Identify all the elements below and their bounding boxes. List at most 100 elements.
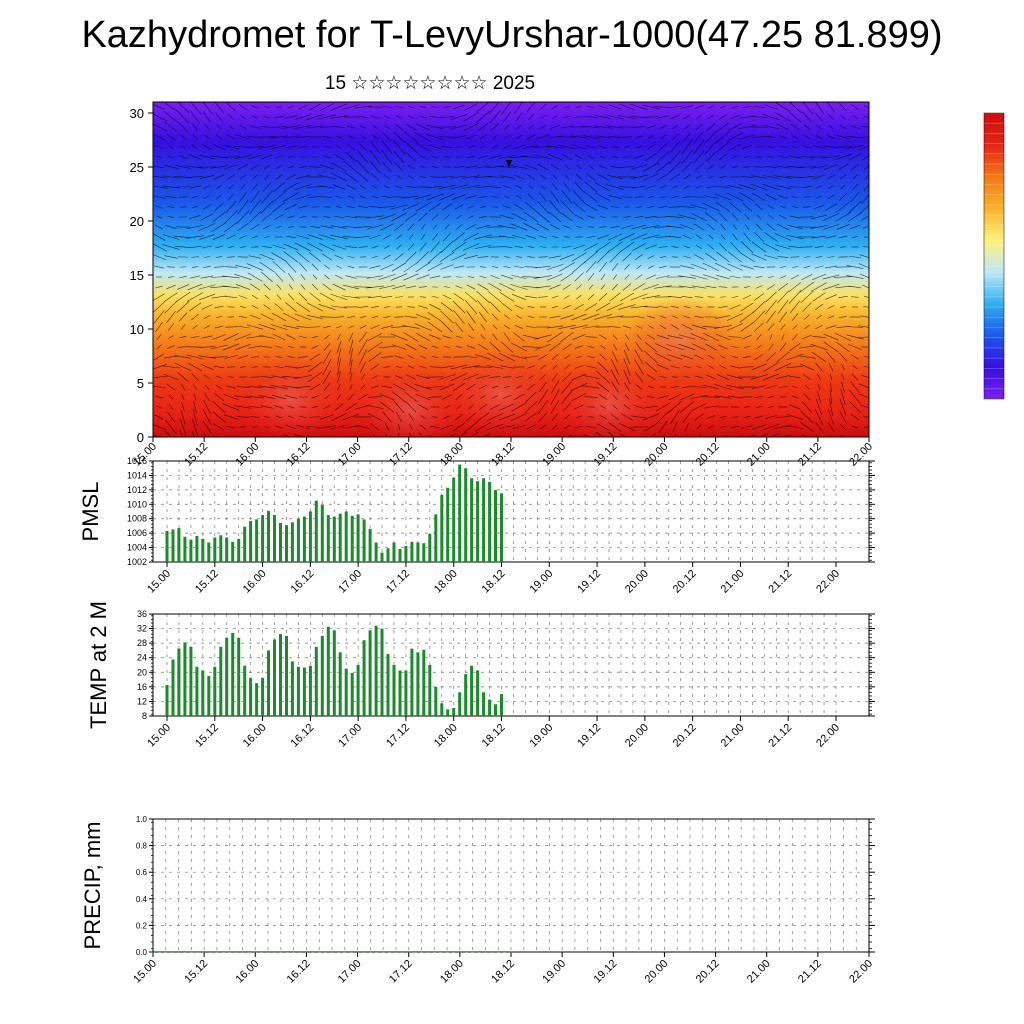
wind-vector [802,111,812,123]
wind-vector [852,174,858,180]
wind-vector [371,245,379,249]
wind-vector [248,255,262,259]
x-tick-label: 19.12 [575,568,603,596]
wind-vector [587,355,595,359]
precip-bar [422,649,426,716]
wind-vector [681,149,693,165]
wind-vector [491,313,499,321]
x-tick-label: 21.12 [766,568,794,596]
wind-vector [503,256,511,258]
wind-vector [678,285,696,289]
wind-vector [585,336,597,338]
wind-vector [681,385,693,389]
precip-bar [446,487,450,562]
wind-vector [804,324,810,330]
wind-vector [559,253,575,261]
wind-vector [179,275,187,279]
wind-vector [166,311,176,323]
wind-vector [178,312,188,322]
wind-vector [234,273,252,281]
wind-vector [213,365,225,369]
wind-vector [551,305,559,309]
precip-bar [488,699,492,716]
wind-vector [800,422,814,432]
grid [153,613,869,717]
precip-bar [255,519,259,562]
precip-bar [344,511,348,562]
precip-bar [404,670,408,716]
wind-vector [850,125,860,129]
wind-vector [359,435,364,437]
wind-vector [751,363,767,371]
x-tick-label: 16.12 [285,441,313,469]
wind-vector [357,306,369,308]
wind-vector [323,383,331,391]
wind-vector [585,144,597,150]
wind-vector [215,375,223,379]
wind-vector [234,333,252,341]
wind-vector [764,104,778,110]
wind-vector [527,246,535,248]
wind-vector [311,156,319,158]
wind-vector [728,143,742,151]
wind-vector [646,125,656,129]
wind-vector [479,134,487,140]
wind-vector [789,102,802,114]
wind-vector [384,245,390,249]
wind-vector [189,185,201,189]
x-tick-label: 21.12 [796,958,824,986]
wind-vector [667,354,683,360]
wind-vector [721,435,729,437]
wind-vector [213,392,225,402]
wind-vector [175,164,191,170]
wind-vector [703,195,719,199]
wind-vector [815,185,823,189]
wind-vector [415,393,431,401]
wind-vector [524,295,538,299]
wind-vector [703,332,719,342]
wind-vector [607,233,623,241]
wind-vector [595,115,611,119]
wind-vector [214,202,224,212]
wind-vector [802,145,812,149]
wind-vector [476,291,490,303]
x-tick-label: 16.00 [233,441,261,469]
wind-vector [299,156,307,158]
precip-bar [279,523,282,562]
wind-vector [198,346,216,348]
y-tick-label: 1012 [127,485,147,495]
wind-vector [525,202,537,212]
precip-bar [380,628,384,716]
y-tick-label: 1016 [127,456,147,466]
wind-vector [203,256,211,258]
precip-bar [362,640,366,716]
wind-vector [476,412,490,422]
wind-vector [743,156,751,158]
wind-vector [619,292,635,302]
wind-vector [270,135,288,139]
wind-vector [618,186,636,188]
wind-vector [523,164,539,170]
wind-vector [198,293,216,301]
wind-vector [513,393,525,401]
y-tick-label: 1004 [127,543,147,553]
wind-vector [403,391,419,403]
wind-vector [174,355,192,359]
wind-vector [392,285,406,289]
wind-vector [443,415,451,419]
wind-vector [657,334,669,340]
wind-vector [653,226,673,228]
wind-vector [261,190,273,204]
wind-vector [836,224,850,230]
wind-vector [168,323,174,331]
wind-vector [707,354,715,360]
wind-vector [727,251,743,263]
wind-vector [694,163,704,171]
wind-vector [258,385,276,389]
wind-vector [623,146,631,148]
x-tick-label: 20.12 [694,441,722,469]
wind-vector [502,205,512,209]
wind-vector [631,224,647,230]
wind-vector [258,335,276,339]
wind-vector [250,356,260,358]
